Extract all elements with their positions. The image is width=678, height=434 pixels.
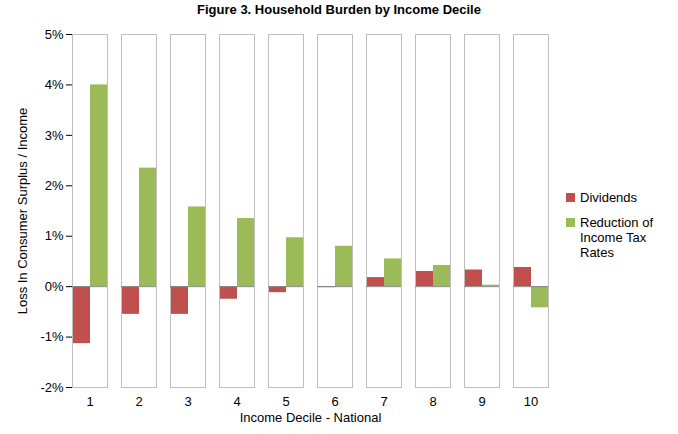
svg-text:1%: 1% xyxy=(45,228,64,243)
svg-text:5: 5 xyxy=(282,394,289,409)
svg-text:8: 8 xyxy=(429,394,436,409)
svg-text:Loss In Consumer Surplus / Inc: Loss In Consumer Surplus / Income xyxy=(15,108,30,315)
svg-text:5%: 5% xyxy=(45,27,64,42)
html-text:Dividends: Dividends xyxy=(580,189,638,205)
svg-text:3: 3 xyxy=(184,394,191,409)
svg-text:1: 1 xyxy=(86,394,93,409)
svg-text:-2%: -2% xyxy=(40,380,64,395)
html-text:Reduction of Income Tax Rates: Reduction of Income Tax Rates xyxy=(580,214,653,260)
svg-text:9: 9 xyxy=(478,394,485,409)
svg-text:10: 10 xyxy=(524,394,538,409)
html-text:Figure 3. Household Burden by: Figure 3. Household Burden by Income Dec… xyxy=(197,2,481,17)
svg-text:0%: 0% xyxy=(45,279,64,294)
svg-text:3%: 3% xyxy=(45,128,64,143)
svg-text:2%: 2% xyxy=(45,178,64,193)
svg-text:2: 2 xyxy=(135,394,142,409)
svg-text:-1%: -1% xyxy=(40,329,64,344)
svg-text:4%: 4% xyxy=(45,77,64,92)
svg-text:6: 6 xyxy=(331,394,338,409)
svg-text:4: 4 xyxy=(233,394,240,409)
svg-text:Income Decile - National: Income Decile - National xyxy=(240,410,382,425)
svg-text:7: 7 xyxy=(380,394,387,409)
